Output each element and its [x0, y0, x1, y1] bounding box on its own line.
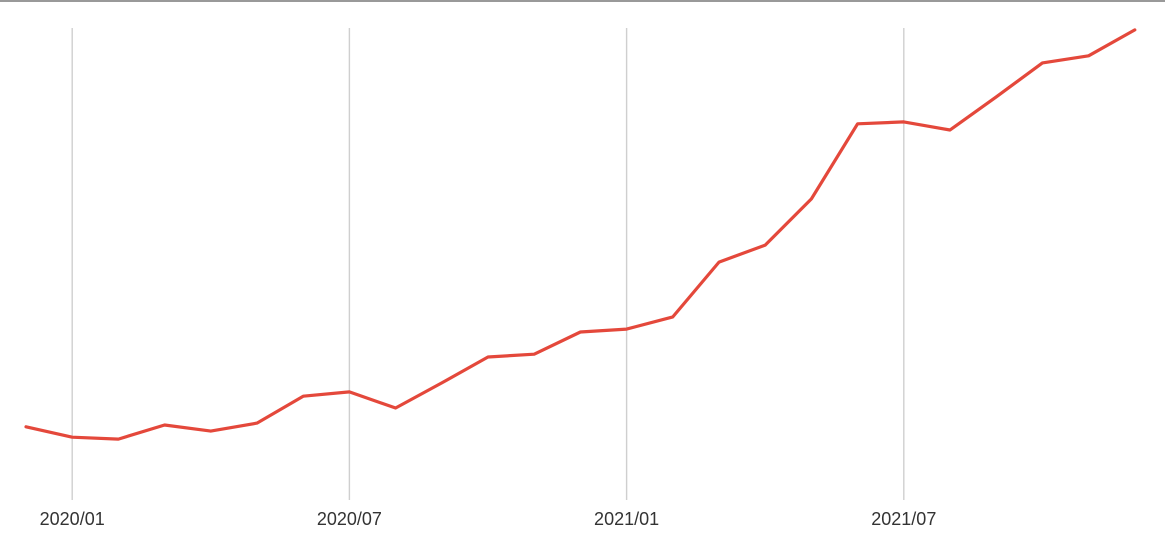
trend-line — [24, 28, 1137, 441]
x-axis-label: 2020/01 — [39, 509, 105, 529]
x-axis-label: 2021/07 — [871, 509, 937, 529]
vertical-gridlines — [71, 28, 905, 500]
top-border-divider — [0, 0, 1165, 2]
x-axis-label: 2020/07 — [316, 509, 382, 529]
x-axis-label: 2021/01 — [594, 509, 660, 529]
